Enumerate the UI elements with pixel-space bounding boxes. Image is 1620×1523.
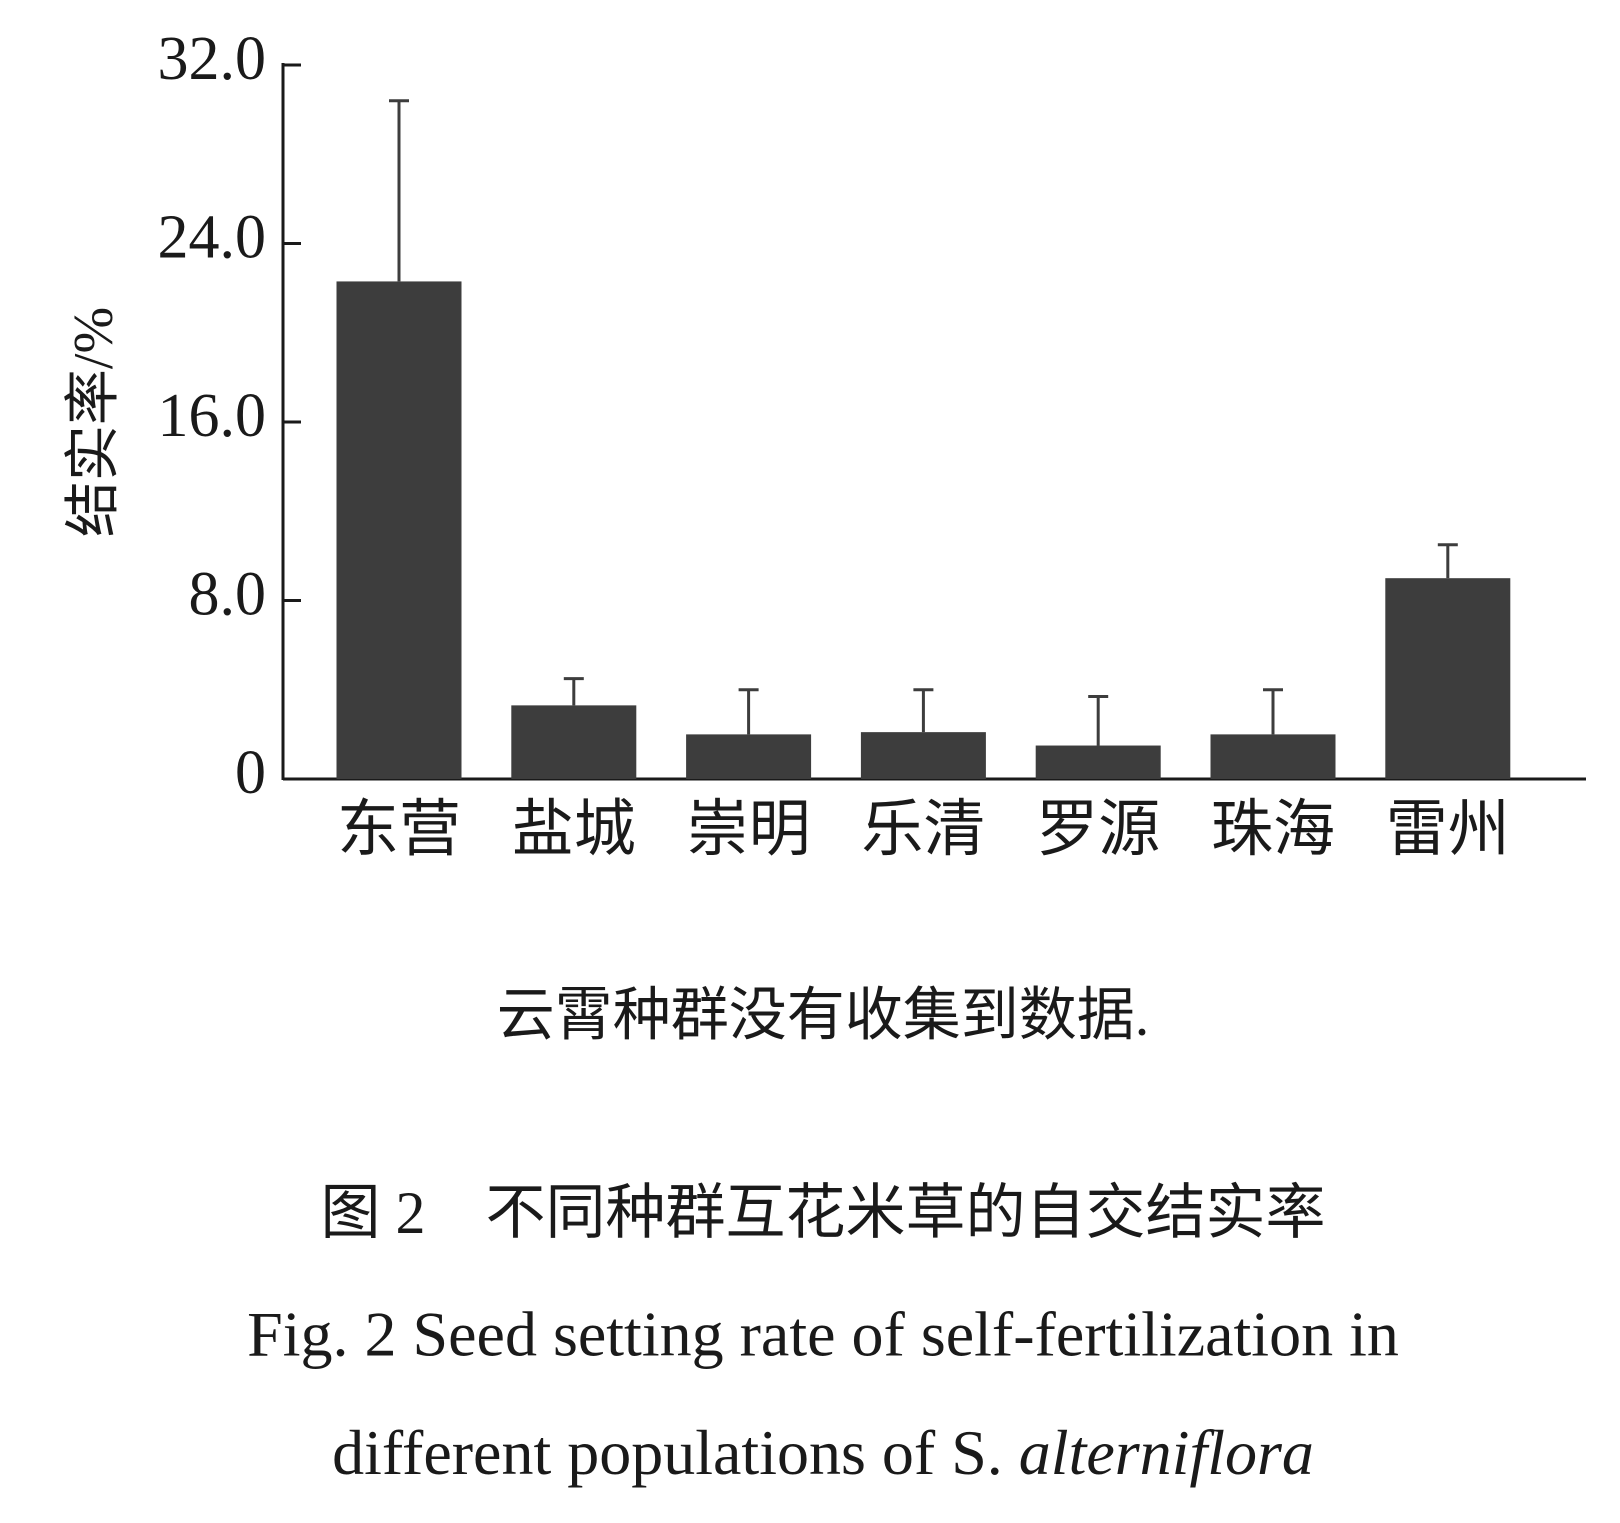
note: 云霄种群没有收集到数据.: [497, 982, 1150, 1047]
x-tick-label: 罗源: [1036, 796, 1160, 864]
bar: [686, 734, 812, 779]
caption-en: Fig. 2 Seed setting rate of self-fertili…: [247, 1299, 1399, 1370]
bar: [336, 281, 462, 779]
x-tick-label: 珠海: [1211, 796, 1335, 864]
x-tick-label: 乐清: [861, 796, 985, 864]
x-tick-label: 雷州: [1386, 796, 1510, 864]
caption-en: different populations of S. alterniflora: [332, 1417, 1314, 1488]
x-tick-label: 盐城: [512, 796, 636, 864]
bar: [1210, 734, 1336, 779]
caption-cn: 图 2 不同种群互花米草的自交结实率: [321, 1180, 1326, 1246]
bar: [1035, 745, 1161, 779]
y-axis-label: 结实率/%: [63, 307, 125, 537]
x-tick-label: 东营: [337, 796, 461, 864]
y-tick-label: 0: [235, 739, 266, 807]
y-tick-label: 32.0: [158, 25, 267, 93]
bar: [860, 732, 986, 779]
bar: [1385, 578, 1511, 779]
y-tick-label: 24.0: [158, 204, 267, 272]
y-tick-label: 8.0: [189, 561, 267, 629]
x-tick-label: 崇明: [687, 796, 811, 864]
bar: [511, 705, 637, 779]
y-tick-label: 16.0: [158, 382, 267, 450]
caption-en-text: different populations of S.: [332, 1417, 1003, 1488]
species-name: alterniflora: [1019, 1417, 1314, 1488]
